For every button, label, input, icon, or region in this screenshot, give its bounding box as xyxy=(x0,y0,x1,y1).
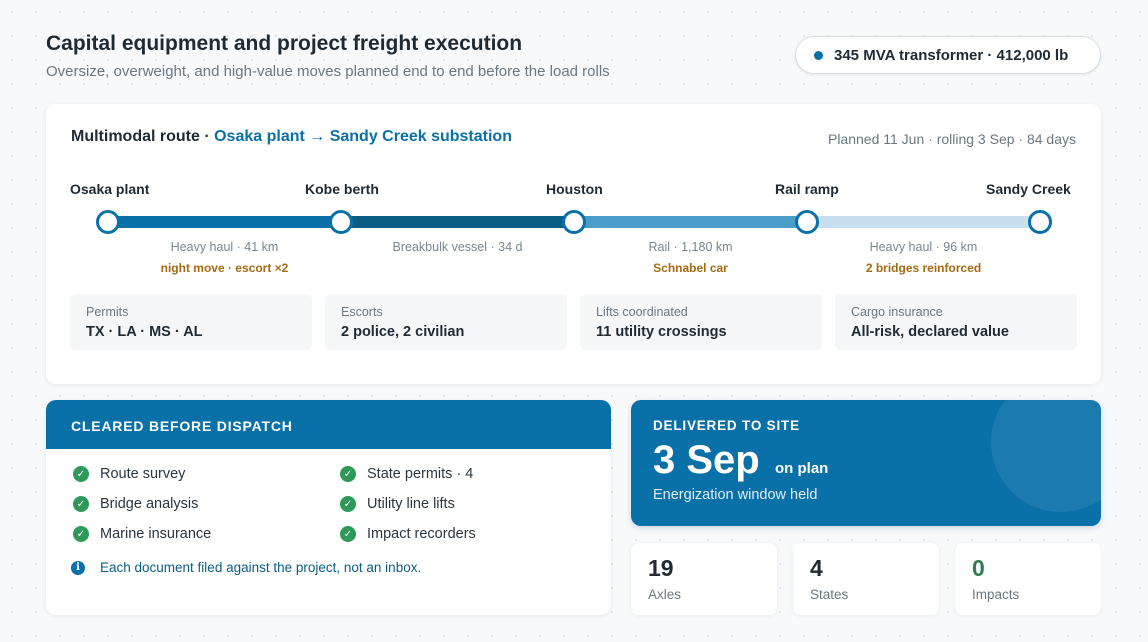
stat-value: 11 utility crossings xyxy=(596,324,727,340)
checklist-item: ✓ State permits · 4 xyxy=(340,466,473,482)
metric-states: 4 States xyxy=(793,543,939,615)
info-icon: i xyxy=(71,560,85,575)
metric-value: 4 xyxy=(810,555,823,581)
stop-osaka-plant: Osaka plant xyxy=(70,181,150,197)
delivered-label: DELIVERED TO SITE xyxy=(653,418,800,433)
checklist-item: ✓ Impact recorders xyxy=(340,526,476,542)
cleared-card: CLEARED BEFORE DISPATCH ✓ Route survey ✓… xyxy=(46,400,611,615)
metric-axles: 19 Axles xyxy=(631,543,777,615)
stat-label: Lifts coordinated xyxy=(596,305,688,319)
stop-rail-ramp: Rail ramp xyxy=(775,181,839,197)
segment-note: 2 bridges reinforced xyxy=(865,261,982,275)
checklist-item: ✓ Route survey xyxy=(73,466,185,482)
metric-value: 0 xyxy=(972,555,985,581)
stat-value: All-risk, declared value xyxy=(851,324,1009,340)
route-segment-heavy-haul-2 xyxy=(807,216,1040,228)
stat-value: 2 police, 2 civilian xyxy=(341,324,465,340)
check-circle-icon: ✓ xyxy=(340,496,356,512)
segment-label: Rail · 1,180 km xyxy=(648,240,733,254)
stat-label: Cargo insurance xyxy=(851,305,943,319)
checklist-item: ✓ Bridge analysis xyxy=(73,496,198,512)
stop-houston: Houston xyxy=(546,181,603,197)
checklist-label: Utility line lifts xyxy=(367,496,455,512)
metric-impacts: 0 Impacts xyxy=(955,543,1101,615)
stat-label: Escorts xyxy=(341,305,383,319)
cargo-badge: 345 MVA transformer · 412,000 lb xyxy=(795,36,1101,74)
route-prefix: Multimodal route · xyxy=(71,128,215,145)
decorative-circle xyxy=(991,400,1101,512)
check-circle-icon: ✓ xyxy=(73,496,89,512)
delivered-status: on plan xyxy=(775,460,829,477)
checklist-label: Marine insurance xyxy=(100,526,212,542)
cleared-title: CLEARED BEFORE DISPATCH xyxy=(46,400,611,449)
segment-label: Heavy haul · 96 km xyxy=(869,240,978,254)
metric-value: 19 xyxy=(648,555,674,581)
route-segment-rail xyxy=(574,216,807,228)
check-circle-icon: ✓ xyxy=(340,526,356,542)
route-card: Multimodal route · Osaka plant → Sandy C… xyxy=(46,104,1101,384)
checklist-label: Impact recorders xyxy=(367,526,476,542)
stat-insurance: Cargo insurance All-risk, declared value xyxy=(835,294,1077,350)
info-note: i Each document filed against the projec… xyxy=(71,560,421,575)
stat-value: TX · LA · MS · AL xyxy=(86,324,203,340)
route-name: Osaka plant → Sandy Creek substation xyxy=(214,128,512,145)
route-plan-dates: Planned 11 Jun · rolling 3 Sep · 84 days xyxy=(827,131,1076,147)
route-segment-heavy-haul-1 xyxy=(108,216,341,228)
route-heading: Multimodal route · Osaka plant → Sandy C… xyxy=(71,128,512,146)
stat-escorts: Escorts 2 police, 2 civilian xyxy=(325,294,567,350)
status-dot-icon xyxy=(814,50,823,60)
stat-label: Permits xyxy=(86,305,129,319)
segment-label: Heavy haul · 41 km xyxy=(170,240,279,254)
metric-label: Impacts xyxy=(972,587,1020,602)
page-subtitle: Oversize, overweight, and high-value mov… xyxy=(46,63,610,80)
info-text: Each document filed against the project,… xyxy=(100,560,422,575)
route-node-icon xyxy=(96,210,120,234)
segment-label: Breakbulk vessel · 34 d xyxy=(392,240,523,254)
check-circle-icon: ✓ xyxy=(73,526,89,542)
route-node-icon xyxy=(562,210,586,234)
route-node-icon xyxy=(329,210,353,234)
checklist-item: ✓ Marine insurance xyxy=(73,526,211,542)
metric-label: Axles xyxy=(648,587,682,602)
checklist-item: ✓ Utility line lifts xyxy=(340,496,455,512)
route-node-icon xyxy=(795,210,819,234)
delivered-card: DELIVERED TO SITE 3 Sep on plan Energiza… xyxy=(631,400,1101,526)
delivered-subtitle: Energization window held xyxy=(653,487,818,503)
checklist-label: Route survey xyxy=(100,466,186,482)
segment-note: night move · escort ×2 xyxy=(160,261,289,275)
page-title: Capital equipment and project freight ex… xyxy=(46,32,523,55)
metric-label: States xyxy=(810,587,849,602)
cargo-label: 345 MVA transformer · 412,000 lb xyxy=(834,46,1069,64)
segment-note: Schnabel car xyxy=(653,261,728,275)
stat-permits: Permits TX · LA · MS · AL xyxy=(70,294,312,350)
delivered-date: 3 Sep xyxy=(653,438,760,482)
stop-kobe-berth: Kobe berth xyxy=(305,181,379,197)
stat-lifts: Lifts coordinated 11 utility crossings xyxy=(580,294,822,350)
checklist-label: Bridge analysis xyxy=(100,496,199,512)
stop-sandy-creek: Sandy Creek xyxy=(986,181,1071,197)
route-node-icon xyxy=(1028,210,1052,234)
checklist-label: State permits · 4 xyxy=(367,466,474,482)
route-segment-vessel xyxy=(341,216,574,228)
check-circle-icon: ✓ xyxy=(340,466,356,482)
check-circle-icon: ✓ xyxy=(73,466,89,482)
